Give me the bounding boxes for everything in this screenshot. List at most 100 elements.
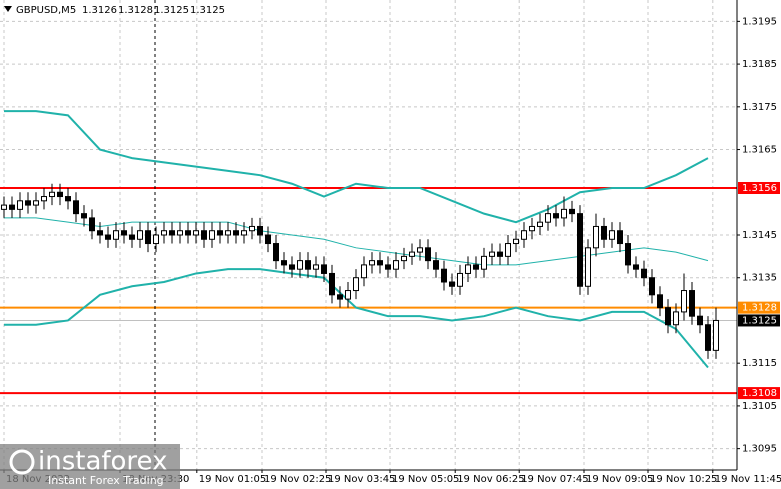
watermark-bg — [0, 444, 180, 489]
candle-body — [393, 260, 399, 270]
candle-body — [641, 268, 647, 279]
candle-body — [609, 230, 615, 240]
candle-body — [377, 260, 383, 266]
candle-body — [521, 230, 527, 240]
candle-body — [73, 200, 79, 215]
x-tick-label: 19 Nov 06:25 — [457, 474, 524, 485]
price-level-label: 1.3128 — [742, 303, 777, 314]
y-tick-label: 1.3115 — [742, 358, 777, 369]
candle-body — [185, 230, 191, 236]
x-tick-label: 19 Nov 07:45 — [521, 474, 588, 485]
candle-body — [0, 204, 7, 210]
x-axis-bg — [0, 470, 781, 489]
candle-body — [361, 264, 367, 279]
candle-body — [617, 230, 623, 245]
candle-body — [25, 200, 31, 206]
candle-body — [657, 294, 663, 309]
candle-body — [585, 247, 591, 287]
candle-body — [649, 277, 655, 296]
candle-body — [257, 225, 263, 236]
candle-body — [369, 260, 375, 266]
watermark-logo — [9, 449, 35, 475]
candle-body — [241, 230, 247, 236]
candle-body — [169, 230, 175, 236]
band-upper — [4, 110, 709, 224]
candle-body — [105, 234, 111, 240]
candle-body — [313, 264, 319, 270]
candle-body — [41, 196, 47, 202]
candle-body — [281, 260, 287, 266]
candle-body — [233, 230, 239, 236]
candle-body — [17, 200, 23, 210]
header-icon — [4, 6, 12, 12]
x-tick-label: 19 Nov 10:25 — [650, 474, 717, 485]
y-tick-label: 1.3095 — [742, 444, 777, 455]
candle-body — [417, 247, 423, 253]
candle-body — [49, 191, 55, 198]
y-tick-label: 1.3145 — [742, 230, 777, 241]
candle-body — [465, 264, 471, 274]
candle-body — [329, 272, 335, 296]
price-level-tag — [738, 301, 780, 314]
header: GBPUSD,M5 1.3126 1.3128 1.3125 1.3125 — [4, 5, 225, 16]
candle-body — [113, 230, 119, 240]
candle-body — [289, 264, 295, 270]
candle-body — [681, 290, 687, 313]
candle-body — [249, 225, 255, 232]
candle-body — [625, 243, 631, 266]
y-tick-label: 1.3175 — [742, 102, 777, 113]
candle-body — [353, 277, 359, 292]
candle-body — [217, 230, 223, 236]
x-tick-label: 19 Nov 01:05 — [199, 474, 266, 485]
candle-body — [153, 234, 159, 245]
watermark: instaforex Instant Forex Trading — [0, 444, 180, 489]
candle-body — [705, 324, 711, 351]
y-tick-label: 1.3185 — [742, 59, 777, 70]
y-tick-label: 1.3105 — [742, 401, 777, 412]
candles-layer — [0, 183, 719, 359]
candle-body — [57, 191, 63, 198]
candle-body — [89, 217, 95, 232]
candle-body — [401, 255, 407, 262]
ohlc-close: 1.3125 — [190, 5, 225, 16]
candle-body — [385, 264, 391, 270]
candle-body — [633, 264, 639, 270]
x-tick-label: 19 Nov 09:05 — [586, 474, 653, 485]
candle-body — [713, 319, 719, 351]
candle-body — [145, 230, 151, 245]
x-tick-label: 19 Nov 03:45 — [328, 474, 395, 485]
candle-body — [9, 204, 15, 210]
candle-body — [441, 268, 447, 283]
watermark-text: instaforex — [38, 447, 167, 477]
candle-body — [201, 230, 207, 240]
candle-body — [409, 251, 415, 257]
candle-body — [569, 208, 575, 215]
candle-body — [489, 251, 495, 257]
price-level-tag — [738, 314, 780, 327]
candle-body — [529, 225, 535, 232]
candle-body — [305, 260, 311, 270]
candle-body — [161, 230, 167, 236]
candle-body — [433, 260, 439, 270]
candle-body — [601, 225, 607, 240]
candle-body — [577, 213, 583, 287]
candle-body — [497, 251, 503, 257]
candle-body — [481, 255, 487, 270]
candle-body — [297, 260, 303, 270]
candle-body — [209, 230, 215, 240]
watermark-subtext: Instant Forex Trading — [48, 474, 164, 487]
candle-body — [553, 213, 559, 219]
y-tick-label: 1.3165 — [742, 145, 777, 156]
x-tick-label: 19 Nov 11:45 — [715, 474, 781, 485]
candle-body — [121, 230, 127, 236]
candle-body — [673, 311, 679, 326]
candle-body — [545, 213, 551, 223]
price-level-tag — [738, 182, 780, 194]
candle-body — [537, 221, 543, 227]
candle-body — [665, 307, 671, 326]
candle-body — [697, 315, 703, 326]
ohlc-open: 1.3126 — [82, 5, 117, 16]
candle-body — [513, 238, 519, 245]
symbol: GBPUSD,M5 — [16, 5, 76, 16]
